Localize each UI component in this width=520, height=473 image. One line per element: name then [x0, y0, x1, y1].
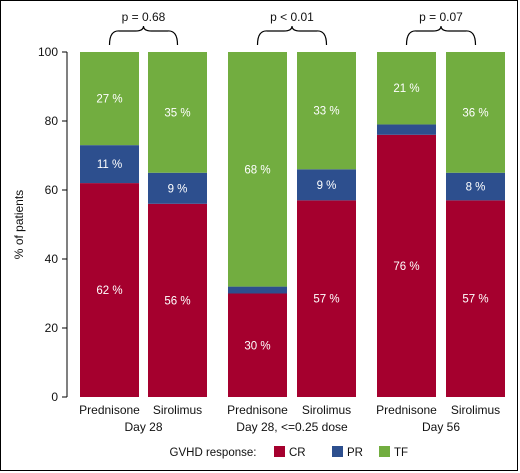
- bar-segment-pr: [297, 169, 356, 201]
- bar-segment-tf: [377, 52, 436, 125]
- data-label-pr: 9 %: [317, 180, 337, 192]
- legend-swatch-pr: [332, 446, 343, 457]
- y-tick-label: 80: [45, 114, 59, 128]
- y-tick-label: 20: [45, 321, 59, 335]
- bar-segment-cr: [377, 134, 436, 398]
- x-tick-label: Prednisone: [79, 403, 140, 417]
- bar-segment-cr: [228, 293, 287, 397]
- bar-segment-pr: [228, 286, 287, 294]
- data-label-cr: 57 %: [462, 294, 488, 306]
- significance-bracket: [108, 25, 179, 46]
- p-value-label: p = 0.07: [419, 10, 463, 24]
- legend-swatch-tf: [379, 446, 390, 457]
- data-label-tf: 33 %: [313, 106, 339, 118]
- x-tick-label: Sirolimus: [153, 403, 202, 417]
- bar-segment-pr: [80, 145, 139, 184]
- data-label-cr: 57 %: [313, 294, 339, 306]
- significance-bracket: [405, 25, 477, 46]
- data-label-tf: 35 %: [164, 107, 190, 119]
- significance-bracket: [256, 25, 328, 46]
- x-tick-label: Sirolimus: [451, 403, 500, 417]
- bar-segment-tf: [297, 52, 356, 170]
- data-label-tf: 36 %: [462, 107, 488, 119]
- p-value-label: p < 0.01: [270, 10, 314, 24]
- group-label: Day 28, <=0.25 dose: [236, 420, 348, 434]
- legend-label-pr: PR: [347, 447, 363, 459]
- bar-segment-tf: [446, 52, 505, 173]
- data-label-tf: 27 %: [96, 94, 122, 106]
- p-value-label: p = 0.68: [122, 10, 166, 24]
- bar-segment-cr: [297, 200, 356, 397]
- x-tick-label: Prednisone: [376, 403, 437, 417]
- y-tick-label: 60: [45, 183, 59, 197]
- data-label-cr: 56 %: [164, 295, 190, 307]
- y-tick-label: 0: [51, 390, 58, 404]
- data-label-pr: 11 %: [97, 159, 122, 171]
- legend-title: GVHD response:: [170, 447, 257, 459]
- y-tick-label: 100: [38, 45, 58, 59]
- data-label-pr: 8 %: [466, 182, 486, 194]
- bar-segment-tf: [228, 52, 287, 287]
- bar-segment-cr: [80, 183, 139, 397]
- bar-segment-cr: [148, 203, 207, 397]
- bar-segment-pr: [377, 124, 436, 135]
- bar-segment-tf: [80, 52, 139, 146]
- data-label-cr: 30 %: [244, 340, 270, 352]
- data-label-tf: 21 %: [393, 83, 419, 95]
- legend-label-cr: CR: [289, 447, 306, 459]
- bar-segment-pr: [446, 172, 505, 201]
- bar-segment-cr: [446, 200, 505, 397]
- bar-segment-pr: [148, 172, 207, 204]
- legend-label-tf: TF: [394, 447, 408, 459]
- y-tick-label: 40: [45, 252, 59, 266]
- x-tick-label: Sirolimus: [302, 403, 351, 417]
- data-label-cr: 62 %: [96, 285, 122, 297]
- data-label-pr: 9 %: [168, 183, 188, 195]
- group-label: Day 56: [422, 420, 460, 434]
- legend-swatch-cr: [274, 446, 285, 457]
- data-label-cr: 76 %: [393, 261, 419, 273]
- y-axis-title: % of patients: [12, 190, 26, 259]
- bar-segment-tf: [148, 52, 207, 173]
- x-tick-label: Prednisone: [227, 403, 288, 417]
- data-label-tf: 68 %: [244, 164, 270, 176]
- group-label: Day 28: [124, 420, 162, 434]
